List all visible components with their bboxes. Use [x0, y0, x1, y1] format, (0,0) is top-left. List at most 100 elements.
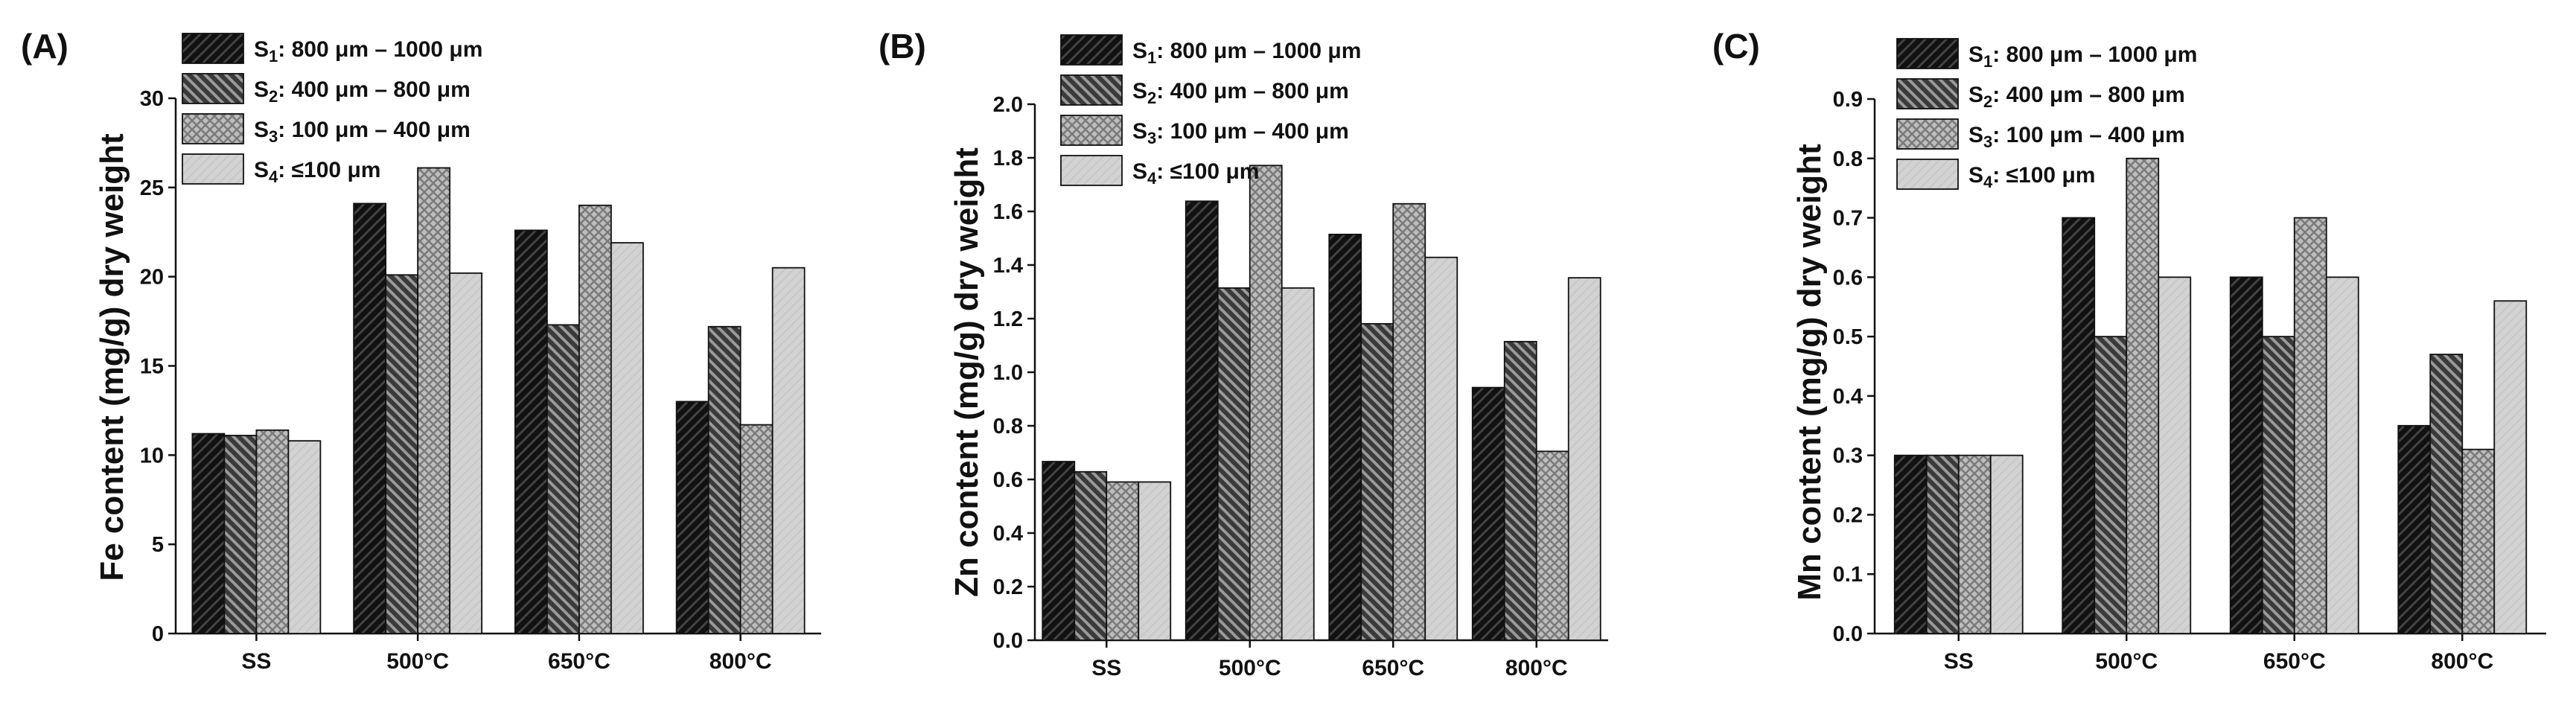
bar-c-s1-1 — [2062, 217, 2096, 634]
legend-swatch-s2 — [1060, 74, 1123, 106]
bar-a-s2-1 — [385, 274, 419, 634]
bar-b-s4-3 — [1567, 277, 1601, 641]
bar-a-s1-0 — [191, 433, 226, 634]
bar-c-s4-1 — [2158, 276, 2192, 634]
plot-area-b: 0.0 0.2 0.4 0.6 0.8 1.0 1.2 1.4 1.6 1.8 2.0 SS 500°C… — [993, 93, 1608, 680]
bar-b-s3-3 — [1535, 450, 1569, 641]
x-category-label-b: 800°C — [1505, 656, 1568, 680]
bar-b-s2-0 — [1074, 470, 1108, 641]
y-axis-label-b: Zn content (mg/g) dry weight — [949, 147, 985, 597]
legend-label-s4: S4: ≤100 μm — [1132, 159, 1259, 188]
bar-c-s1-3 — [2397, 424, 2432, 634]
bar-c-s2-2 — [2261, 336, 2295, 634]
panel-label-a: (A) — [21, 27, 68, 66]
legend-swatch-s3 — [182, 113, 244, 144]
y-tick-label-c: 0.8 — [1833, 147, 1863, 171]
legend-swatch-s1 — [1060, 34, 1123, 66]
y-tick-label-c: 0.4 — [1833, 385, 1863, 409]
y-tick-label-c: 0.6 — [1833, 266, 1863, 290]
bar-a-s4-3 — [771, 267, 806, 634]
bar-a-s4-2 — [610, 242, 644, 634]
y-axis-label-a: Fe content (mg/g) dry weight — [94, 133, 130, 581]
y-tick-label-b: 0.4 — [993, 522, 1023, 546]
bar-b-s1-3 — [1471, 386, 1505, 641]
bar-a-s4-0 — [287, 440, 322, 634]
legend-b: S1: 800 μm – 1000 μm S2: 400 μm – 800 μm S… — [1060, 34, 1361, 188]
bar-a-s2-0 — [223, 435, 258, 634]
legend-c: S1: 800 μm – 1000 μm S2: 400 μm – 800 μm S… — [1896, 38, 2197, 191]
y-tick-label-b: 1.6 — [993, 200, 1023, 224]
y-axis-label-c: Mn content (mg/g) dry weight — [1791, 144, 1828, 601]
bar-b-s4-2 — [1424, 256, 1458, 641]
bar-c-s2-0 — [1925, 454, 1960, 634]
legend-swatch-s2 — [182, 73, 244, 104]
legend-swatch-s1 — [182, 33, 244, 64]
legend-swatch-s3 — [1060, 115, 1123, 146]
bar-c-s4-0 — [1989, 454, 2024, 634]
legend-label-s2: S2: 400 μm – 800 μm — [1132, 79, 1349, 107]
y-tick-label-a: 20 — [140, 266, 164, 290]
x-category-label-a: 500°C — [386, 649, 449, 674]
bar-b-s4-1 — [1281, 287, 1315, 641]
bar-a-s1-1 — [353, 202, 387, 634]
legend-label-s1: S1: 800 μm – 1000 μm — [1132, 39, 1361, 67]
legend-swatch-s4 — [1060, 155, 1123, 186]
x-category-label-c: 500°C — [2095, 649, 2158, 674]
bar-b-s3-1 — [1249, 165, 1283, 641]
y-tick-label-b: 0.0 — [993, 629, 1023, 653]
bar-c-s4-3 — [2493, 300, 2528, 634]
legend-label-s3: S3: 100 μm – 400 μm — [1132, 119, 1349, 147]
y-tick-label-b: 0.2 — [993, 575, 1023, 599]
x-category-label-b: 650°C — [1362, 656, 1424, 680]
y-tick-label-b: 0.6 — [993, 468, 1023, 492]
plot-area-a: 0 5 10 15 20 25 30 SS 500°C 650°C 800°C — [140, 87, 821, 674]
y-tick-label-b: 1.4 — [993, 254, 1023, 278]
x-category-label-b: SS — [1091, 656, 1121, 680]
legend-swatch-s4 — [1896, 159, 1959, 190]
bar-c-s2-1 — [2094, 336, 2128, 634]
y-tick-label-a: 5 — [152, 533, 164, 557]
x-category-label-c: SS — [1944, 649, 1974, 674]
bar-b-s1-1 — [1185, 200, 1219, 641]
bar-b-s3-0 — [1106, 481, 1140, 641]
bar-a-s3-0 — [255, 429, 290, 634]
bar-b-s4-0 — [1138, 481, 1172, 641]
y-tick-label-a: 15 — [140, 355, 164, 379]
legend-swatch-s4 — [182, 153, 244, 185]
y-tick-label-c: 0.9 — [1833, 88, 1863, 112]
bar-c-s3-1 — [2126, 157, 2160, 634]
y-tick-label-c: 0.2 — [1833, 503, 1863, 527]
legend-a: S1: 800 μm – 1000 μm S2: 400 μm – 800 μm S… — [182, 33, 482, 186]
x-category-label-a: 650°C — [548, 649, 610, 674]
panel-b: (B) Zn content (mg/g) dry weight 0.00.20… — [879, 27, 1608, 680]
panel-c: (C) Mn content (mg/g) dry weight 0.00.10… — [1712, 27, 2546, 674]
y-tick-label-a: 25 — [140, 176, 164, 200]
bar-a-s1-3 — [675, 401, 710, 634]
bar-b-s2-1 — [1217, 287, 1251, 641]
bar-a-s1-2 — [514, 229, 548, 634]
x-category-label-c: 650°C — [2263, 649, 2326, 674]
legend-swatch-s2 — [1896, 78, 1959, 109]
x-category-label-c: 800°C — [2431, 649, 2493, 674]
bar-b-s2-2 — [1360, 322, 1394, 641]
y-tick-label-c: 0.5 — [1833, 325, 1863, 349]
y-tick-label-b: 1.0 — [993, 361, 1023, 385]
legend-swatch-s1 — [1896, 38, 1959, 69]
bar-c-s3-3 — [2461, 448, 2496, 634]
bar-a-s2-2 — [546, 324, 580, 634]
y-tick-label-b: 2.0 — [993, 93, 1023, 117]
bar-b-s3-2 — [1392, 202, 1426, 641]
bar-c-s4-2 — [2325, 276, 2359, 634]
bar-a-s3-1 — [417, 167, 451, 634]
legend-label-s3: S3: 100 μm – 400 μm — [1968, 123, 2185, 151]
legend-label-s1: S1: 800 μm – 1000 μm — [254, 37, 482, 66]
legend-label-s2: S2: 400 μm – 800 μm — [1968, 83, 2185, 111]
legend-label-s3: S3: 100 μm – 400 μm — [254, 118, 471, 146]
panel-label-c: (C) — [1712, 27, 1760, 66]
bar-c-s2-3 — [2429, 354, 2464, 634]
x-category-label-b: 500°C — [1219, 656, 1281, 680]
y-tick-label-b: 0.8 — [993, 415, 1023, 438]
plot-area-c: 0.0 0.1 0.2 0.3 0.4 0.5 0.6 0.7 0.8 0.9 SS 500°C 650… — [1833, 88, 2546, 674]
y-tick-label-b: 1.8 — [993, 147, 1023, 170]
bar-a-s3-2 — [578, 204, 612, 634]
